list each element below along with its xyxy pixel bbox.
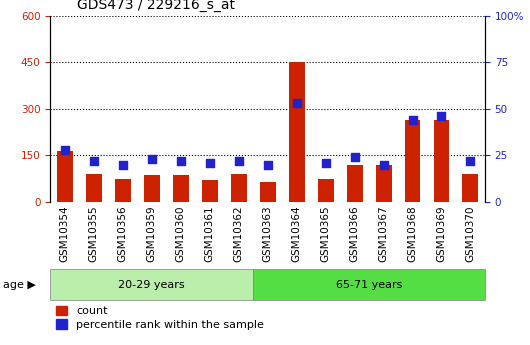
Text: GSM10364: GSM10364 bbox=[292, 206, 302, 263]
Text: GSM10369: GSM10369 bbox=[437, 206, 446, 263]
Bar bbox=[376, 165, 392, 202]
Text: GSM10362: GSM10362 bbox=[234, 206, 244, 263]
Point bbox=[60, 147, 69, 152]
Text: GDS473 / 229216_s_at: GDS473 / 229216_s_at bbox=[77, 0, 235, 12]
Bar bbox=[434, 119, 449, 202]
Bar bbox=[231, 174, 246, 202]
Bar bbox=[144, 175, 160, 202]
Point bbox=[206, 160, 214, 166]
Point bbox=[90, 158, 98, 164]
Bar bbox=[404, 119, 420, 202]
Bar bbox=[86, 174, 102, 202]
Bar bbox=[57, 150, 73, 202]
Point bbox=[379, 162, 388, 167]
Bar bbox=[289, 62, 305, 202]
Bar bbox=[253, 269, 485, 300]
Bar bbox=[173, 175, 189, 202]
Bar bbox=[260, 181, 276, 202]
Text: GSM10361: GSM10361 bbox=[205, 206, 215, 263]
Text: GSM10355: GSM10355 bbox=[89, 206, 99, 263]
Text: age ▶: age ▶ bbox=[3, 280, 36, 289]
Text: 20-29 years: 20-29 years bbox=[118, 280, 185, 289]
Text: GSM10370: GSM10370 bbox=[465, 206, 475, 262]
Point bbox=[466, 158, 475, 164]
Bar bbox=[202, 180, 218, 202]
Point bbox=[350, 154, 359, 160]
Text: GSM10367: GSM10367 bbox=[378, 206, 388, 263]
Bar bbox=[463, 174, 479, 202]
Point bbox=[263, 162, 272, 167]
Text: GSM10365: GSM10365 bbox=[321, 206, 331, 263]
Text: GSM10363: GSM10363 bbox=[263, 206, 272, 263]
Bar bbox=[317, 179, 333, 202]
Bar bbox=[115, 179, 131, 202]
Legend: count, percentile rank within the sample: count, percentile rank within the sample bbox=[56, 306, 264, 330]
Point bbox=[176, 158, 185, 164]
Text: 65-71 years: 65-71 years bbox=[336, 280, 402, 289]
Point bbox=[234, 158, 243, 164]
Point bbox=[408, 117, 417, 122]
Bar bbox=[50, 269, 253, 300]
Text: GSM10368: GSM10368 bbox=[408, 206, 418, 263]
Point bbox=[321, 160, 330, 166]
Text: GSM10359: GSM10359 bbox=[147, 206, 157, 263]
Point bbox=[147, 156, 156, 162]
Text: GSM10354: GSM10354 bbox=[60, 206, 70, 263]
Text: GSM10356: GSM10356 bbox=[118, 206, 128, 263]
Bar bbox=[347, 165, 363, 202]
Text: GSM10366: GSM10366 bbox=[350, 206, 359, 263]
Text: GSM10360: GSM10360 bbox=[176, 206, 186, 262]
Point bbox=[293, 100, 301, 106]
Point bbox=[437, 114, 446, 119]
Point bbox=[119, 162, 127, 167]
